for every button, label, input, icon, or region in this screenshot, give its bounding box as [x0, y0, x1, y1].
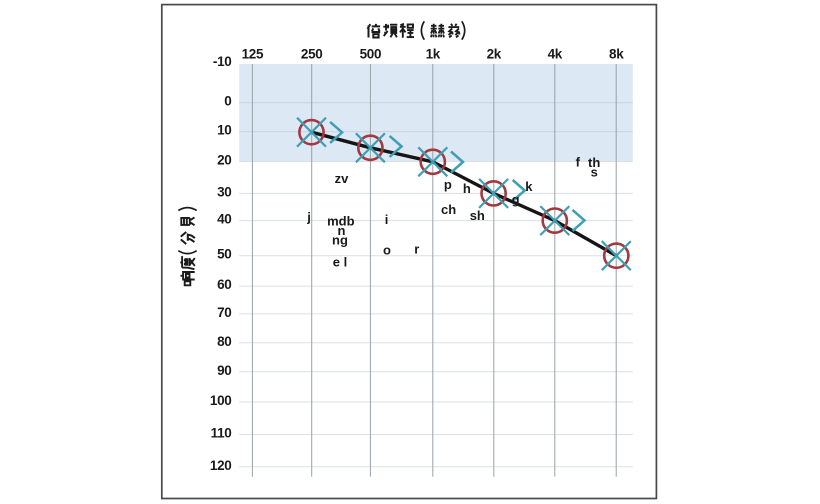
svg-text:90: 90 — [217, 363, 231, 378]
svg-text:120: 120 — [210, 458, 232, 473]
svg-text:mdb: mdb — [327, 214, 355, 229]
svg-text:110: 110 — [211, 426, 232, 441]
svg-text:s: s — [591, 165, 598, 180]
svg-text:ch: ch — [441, 202, 456, 217]
svg-text:j: j — [306, 210, 311, 225]
svg-text:2k: 2k — [487, 46, 502, 61]
svg-text:20: 20 — [217, 153, 231, 168]
svg-text:100: 100 — [210, 393, 232, 408]
svg-text:0: 0 — [224, 94, 231, 109]
svg-text:k: k — [525, 179, 533, 194]
svg-text:60: 60 — [217, 277, 231, 292]
svg-text:70: 70 — [217, 305, 231, 320]
svg-text:-10: -10 — [213, 54, 232, 69]
svg-text:4k: 4k — [548, 46, 563, 61]
svg-text:ng: ng — [332, 232, 348, 247]
svg-text:125: 125 — [242, 46, 264, 61]
svg-text:e l: e l — [333, 255, 347, 270]
svg-text:o: o — [383, 243, 391, 258]
svg-text:10: 10 — [217, 123, 231, 138]
svg-text:h: h — [463, 181, 471, 196]
svg-text:i: i — [385, 212, 389, 227]
svg-text:g: g — [512, 192, 520, 207]
svg-text:1k: 1k — [426, 46, 441, 61]
svg-text:250: 250 — [301, 46, 323, 61]
svg-text:r: r — [414, 242, 419, 257]
svg-text:40: 40 — [217, 212, 231, 227]
svg-text:500: 500 — [360, 46, 382, 61]
svg-text:n: n — [338, 223, 346, 238]
svg-text:50: 50 — [217, 247, 231, 262]
svg-text:f: f — [576, 154, 581, 169]
svg-text:th: th — [588, 155, 600, 170]
svg-text:80: 80 — [217, 334, 231, 349]
svg-text:zv: zv — [335, 171, 350, 186]
svg-text:8k: 8k — [609, 46, 624, 61]
svg-text:30: 30 — [217, 184, 231, 199]
svg-text:p: p — [444, 177, 452, 192]
svg-text:sh: sh — [470, 208, 485, 223]
